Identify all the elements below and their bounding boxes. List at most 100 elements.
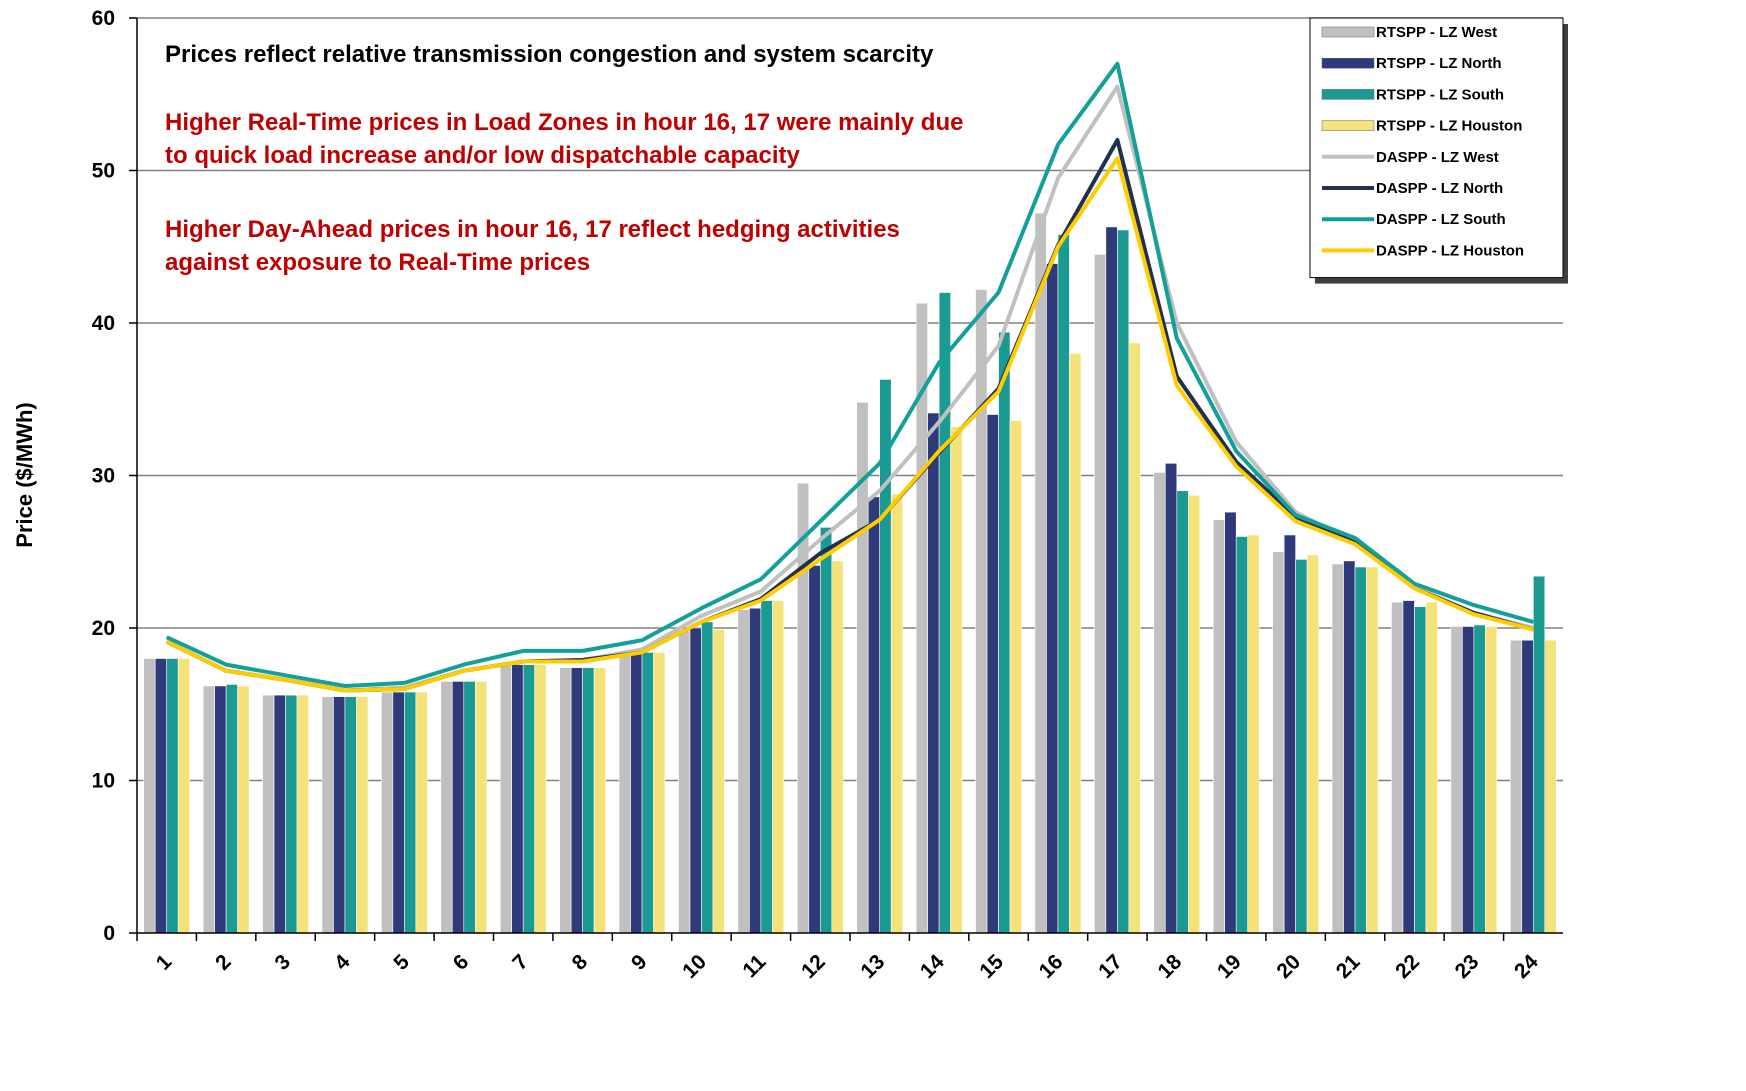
- x-tick-label: 8: [568, 950, 593, 975]
- bar: [1473, 624, 1486, 934]
- x-tick-label: 5: [389, 950, 414, 975]
- bar: [1402, 600, 1415, 934]
- x-tick-label: 6: [449, 950, 474, 975]
- bar: [381, 691, 394, 934]
- bar: [154, 658, 168, 934]
- bar: [1176, 490, 1189, 934]
- bar: [1128, 342, 1141, 934]
- x-tick-label: 12: [797, 950, 830, 983]
- bar: [1247, 534, 1260, 934]
- bar: [177, 658, 191, 934]
- x-tick-label: 11: [738, 950, 770, 982]
- bar: [1331, 563, 1344, 934]
- x-tick-label: 23: [1451, 950, 1484, 983]
- legend-label: DASPP - LZ Houston: [1376, 242, 1524, 259]
- bar: [938, 292, 951, 934]
- annotation: against exposure to Real-Time prices: [165, 249, 590, 276]
- bar: [1414, 606, 1427, 934]
- bar: [582, 667, 595, 934]
- bar: [1295, 559, 1308, 934]
- bar: [1117, 229, 1130, 934]
- bar: [474, 681, 488, 934]
- bar: [641, 652, 654, 934]
- bar: [998, 331, 1011, 934]
- x-tick-label: 16: [1035, 950, 1068, 983]
- legend-swatch: [1321, 120, 1375, 131]
- bar: [819, 527, 833, 934]
- bar: [202, 685, 215, 934]
- line: [165, 61, 1534, 688]
- bar: [1343, 560, 1356, 934]
- bar: [273, 694, 286, 934]
- x-tick-label: 14: [916, 950, 949, 983]
- bar: [1521, 639, 1534, 934]
- bar: [890, 493, 904, 934]
- bar: [1391, 601, 1404, 934]
- bar: [214, 685, 227, 934]
- x-tick-label: 24: [1510, 950, 1543, 983]
- bar: [831, 560, 844, 934]
- legend-label: RTSPP - LZ Houston: [1376, 118, 1522, 135]
- x-tick-label: 13: [856, 950, 889, 983]
- bar: [404, 691, 417, 934]
- bar: [678, 630, 691, 934]
- bar: [772, 600, 785, 934]
- line: [165, 156, 1534, 693]
- bar: [1105, 226, 1118, 934]
- bar: [1187, 495, 1201, 934]
- x-tick-label: 7: [508, 950, 533, 975]
- bar: [534, 664, 547, 934]
- bar: [689, 627, 702, 934]
- x-tick-label: 20: [1272, 950, 1305, 983]
- bar: [1235, 536, 1249, 934]
- bar: [1425, 601, 1438, 934]
- y-tick-label: 10: [92, 770, 115, 793]
- bar: [737, 609, 750, 934]
- bar: [1069, 353, 1082, 934]
- bar: [344, 696, 357, 934]
- bar: [1306, 554, 1319, 934]
- y-tick-label: 60: [92, 7, 115, 30]
- bar: [653, 652, 666, 934]
- bar: [618, 653, 631, 934]
- bar: [927, 412, 940, 934]
- bar: [1354, 566, 1367, 934]
- bar: [143, 658, 156, 934]
- legend-label: DASPP - LZ West: [1376, 149, 1499, 166]
- legend-label: DASPP - LZ North: [1376, 180, 1503, 197]
- bar: [593, 667, 606, 934]
- bar: [522, 664, 536, 934]
- bar: [1057, 234, 1070, 934]
- bar: [1544, 639, 1557, 934]
- bar: [808, 565, 821, 934]
- x-tick-label: 1: [152, 950, 177, 975]
- bar: [296, 694, 309, 934]
- bar: [1509, 639, 1523, 934]
- bar: [975, 289, 988, 934]
- legend-label: RTSPP - LZ North: [1376, 55, 1502, 72]
- bar: [630, 653, 643, 934]
- bar: [1485, 626, 1498, 934]
- bar: [225, 684, 238, 934]
- x-tick-label: 9: [627, 950, 652, 975]
- x-tick-label: 15: [975, 950, 1008, 983]
- bar: [760, 600, 773, 934]
- legend-label: DASPP - LZ South: [1376, 211, 1506, 228]
- x-tick-label: 21: [1332, 950, 1365, 983]
- y-tick-label: 40: [92, 312, 115, 335]
- bar: [511, 664, 524, 934]
- annotation: Higher Real-Time prices in Load Zones in…: [165, 109, 963, 136]
- bar: [1164, 462, 1178, 934]
- bar: [285, 694, 298, 934]
- legend-swatch: [1321, 89, 1375, 100]
- bar: [712, 629, 725, 934]
- bar: [867, 496, 881, 934]
- bar: [1272, 551, 1285, 934]
- legend-swatch: [1321, 26, 1375, 38]
- bar: [1283, 534, 1296, 934]
- y-axis-label: Price ($/MWh): [12, 402, 37, 547]
- x-tick-label: 10: [678, 950, 711, 983]
- bar: [1532, 575, 1546, 934]
- bar: [701, 621, 714, 934]
